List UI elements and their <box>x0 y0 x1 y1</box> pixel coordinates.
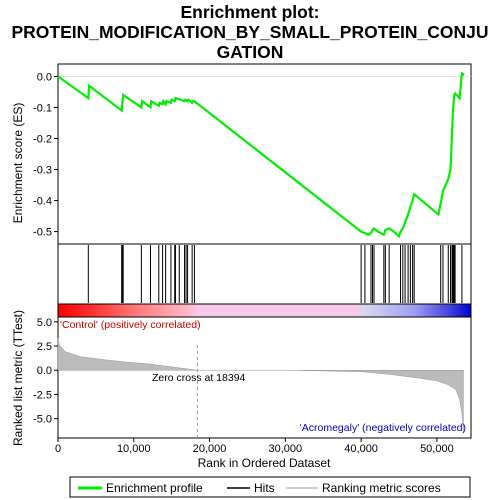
metric-y-axis-label: Ranked list metric (TTest) <box>11 310 25 446</box>
zero-cross-label: Zero cross at 18394 <box>152 372 246 384</box>
x-tick-label: 30,000 <box>269 443 303 455</box>
legend: Enrichment profile Hits Ranking metric s… <box>69 476 471 498</box>
title-line-1: Enrichment plot: <box>180 2 320 22</box>
metric-y-tick-label: -5.0 <box>33 414 52 426</box>
es-y-tick-label: -0.3 <box>33 165 52 177</box>
es-y-tick-label: -0.5 <box>33 227 52 239</box>
hit-lines <box>87 245 463 303</box>
es-y-axis-label: Enrichment score (ES) <box>11 103 25 224</box>
x-ticks: 0 10,000 20,000 30,000 40,000 50,000 <box>55 438 454 455</box>
legend-frame <box>69 476 471 498</box>
positive-correlation-label: 'Control' (positively correlated) <box>60 319 201 331</box>
es-y-tick-label: -0.2 <box>33 133 52 145</box>
es-panel: 0.0 -0.1 -0.2 -0.3 -0.4 -0.5 Enrichment score… <box>11 63 472 245</box>
metric-panel-frame <box>57 316 472 439</box>
x-tick-label: 10,000 <box>117 443 151 455</box>
ranking-metric-area <box>57 338 464 434</box>
metric-y-tick-label: 2.5 <box>37 341 52 353</box>
x-tick-label: 50,000 <box>420 443 454 455</box>
metric-y-tick-label: -2.5 <box>33 389 52 401</box>
chart-title: Enrichment plot: PROTEIN_MODIFICATION_BY… <box>0 2 500 62</box>
legend-label-hits: Hits <box>254 481 275 495</box>
es-panel-frame <box>57 63 472 245</box>
es-y-ticks: 0.0 -0.1 -0.2 -0.3 -0.4 -0.5 <box>33 71 58 239</box>
title-line-3: GATION <box>216 42 284 62</box>
hits-panel-frame <box>57 243 472 305</box>
es-y-tick-label: 0.0 <box>37 71 52 83</box>
legend-label-enrichment-profile: Enrichment profile <box>106 481 203 495</box>
negative-correlation-label: 'Acromegaly' (negatively correlated) <box>300 422 466 434</box>
enrichment-profile-line <box>57 71 465 239</box>
metric-panel: 5.0 2.5 0.0 -2.5 -5.0 0 10,000 20,000 30,000 40,… <box>11 310 472 470</box>
x-tick-label: 20,000 <box>193 443 227 455</box>
x-axis-label: Rank in Ordered Dataset <box>198 456 331 470</box>
es-y-tick-label: -0.4 <box>33 196 52 208</box>
x-tick-label: 40,000 <box>344 443 378 455</box>
es-y-tick-label: -0.1 <box>33 102 52 114</box>
x-tick-label: 0 <box>55 443 61 455</box>
metric-y-tick-label: 5.0 <box>37 317 52 329</box>
metric-y-ticks: 5.0 2.5 0.0 -2.5 -5.0 <box>33 317 58 426</box>
hits-panel <box>57 243 472 305</box>
rank-color-bar <box>57 303 472 318</box>
title-line-2: PROTEIN_MODIFICATION_BY_SMALL_PROTEIN_CO… <box>11 22 489 42</box>
legend-label-ranking-metric: Ranking metric scores <box>322 481 441 495</box>
metric-y-tick-label: 0.0 <box>37 365 52 377</box>
